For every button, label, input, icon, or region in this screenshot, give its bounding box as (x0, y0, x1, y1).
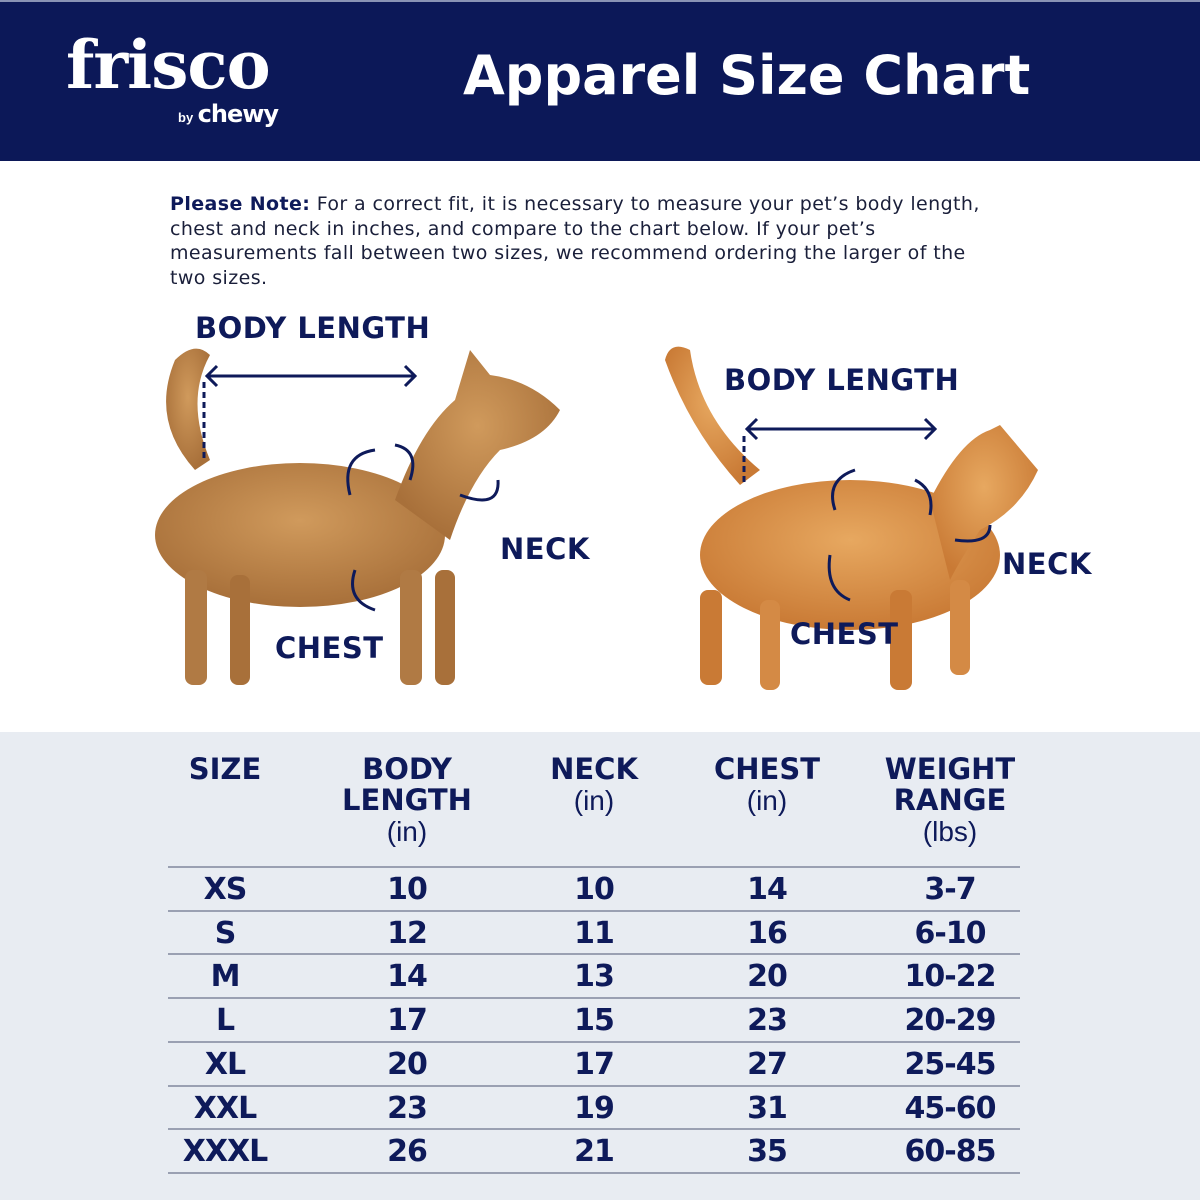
header-banner: frisco by chewy Apparel Size Chart (0, 0, 1200, 161)
cell-neck: 11 (574, 915, 615, 951)
table-row: L 17 15 23 20-29 (168, 997, 1020, 1041)
cell-size: M (210, 959, 241, 995)
cell-weight-range: 6-10 (914, 915, 986, 951)
table-bottom-rule (168, 1172, 1020, 1174)
cell-size: XXL (193, 1090, 257, 1126)
cell-neck: 17 (574, 1046, 615, 1082)
header-chest: CHEST (in) (713, 752, 821, 817)
cell-chest: 35 (747, 1134, 788, 1170)
cell-body-length: 23 (387, 1090, 428, 1126)
cell-weight-range: 10-22 (904, 959, 997, 995)
cell-weight-range: 45-60 (904, 1090, 997, 1126)
cell-neck: 15 (574, 1003, 615, 1039)
frisco-logo: frisco by chewy (66, 26, 279, 128)
cell-neck: 10 (574, 872, 615, 907)
cell-body-length: 17 (387, 1003, 428, 1039)
note-text: For a correct fit, it is necessary to me… (170, 193, 980, 289)
header-size: SIZE (188, 752, 262, 786)
table-row: S 12 11 16 6-10 (168, 909, 1020, 954)
header-weight-range: WEIGHT RANGE (lbs) (884, 752, 1016, 848)
logo-text: frisco (66, 26, 271, 104)
cell-size: XXXL (182, 1134, 269, 1170)
cat-body-length-label: BODY LENGTH (724, 363, 960, 397)
cell-chest: 16 (747, 915, 788, 951)
cell-neck: 13 (574, 959, 615, 995)
table-row: XS 10 10 14 3-7 (168, 866, 1020, 910)
dog-image (155, 348, 560, 685)
table-row: XXL 23 19 31 45-60 (168, 1084, 1020, 1129)
cell-chest: 27 (747, 1046, 788, 1082)
fit-note: Please Note: For a correct fit, it is ne… (170, 192, 1000, 290)
table-row: XL 20 17 27 25-45 (168, 1040, 1020, 1085)
logo-chewy: chewy (197, 100, 279, 128)
page-title: Apparel Size Chart (463, 44, 1031, 107)
cell-body-length: 20 (387, 1046, 428, 1082)
cell-chest: 14 (747, 872, 788, 907)
cell-body-length: 26 (387, 1134, 428, 1170)
measurement-arrows (202, 364, 992, 612)
header-neck: NECK (in) (550, 752, 638, 817)
cell-body-length: 10 (387, 872, 428, 907)
table-row: XXXL 26 21 35 60-85 (168, 1128, 1020, 1172)
dog-neck-label: NECK (500, 532, 590, 566)
cell-size: S (214, 915, 237, 951)
cell-weight-range: 25-45 (904, 1046, 997, 1082)
cell-weight-range: 3-7 (924, 872, 976, 907)
logo-subtext: by chewy (178, 100, 279, 128)
cell-size: XS (203, 872, 248, 907)
cat-chest-label: CHEST (790, 617, 899, 651)
cell-body-length: 14 (387, 959, 428, 995)
pet-measurement-illustration (155, 346, 1038, 690)
logo-by: by (178, 110, 194, 125)
header-body-length: BODY LENGTH (in) (342, 752, 472, 848)
dog-chest-label: CHEST (275, 631, 384, 665)
cell-chest: 23 (747, 1003, 788, 1039)
cell-weight-range: 60-85 (904, 1134, 997, 1170)
table-row: M 14 13 20 10-22 (168, 953, 1020, 997)
cell-body-length: 12 (387, 915, 428, 951)
cell-chest: 31 (747, 1090, 788, 1126)
cell-weight-range: 20-29 (904, 1003, 997, 1039)
cat-neck-label: NECK (1002, 547, 1092, 581)
cell-chest: 20 (747, 959, 788, 995)
cell-size: XL (204, 1046, 246, 1082)
dog-body-length-label: BODY LENGTH (195, 311, 431, 345)
size-table: SIZE BODY LENGTH (in) NECK (in) CHEST (in) W… (0, 732, 1200, 1200)
note-label: Please Note: (170, 193, 311, 215)
cell-size: L (215, 1003, 235, 1039)
cell-neck: 21 (574, 1134, 615, 1170)
cell-neck: 19 (574, 1090, 615, 1126)
